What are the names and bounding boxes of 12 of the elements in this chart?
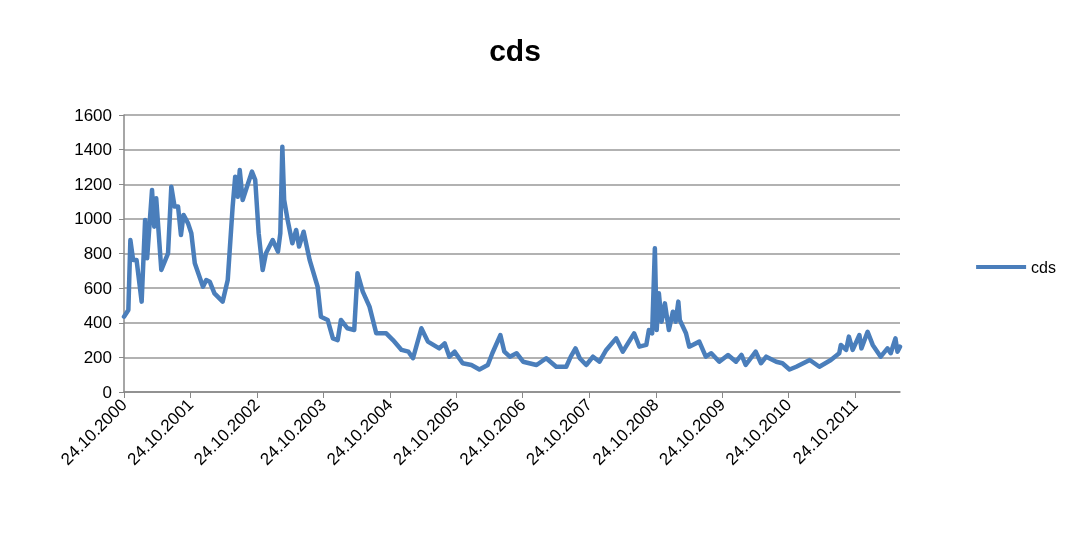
y-tick-label: 600 xyxy=(83,278,112,298)
y-tick-label: 0 xyxy=(102,382,112,402)
y-tick-label: 1600 xyxy=(74,105,112,125)
y-tick-label: 800 xyxy=(83,244,112,263)
y-tick-label: 200 xyxy=(83,347,112,367)
y-tick-label: 400 xyxy=(83,313,112,333)
chart-title: cds xyxy=(489,33,541,67)
y-tick-label: 1000 xyxy=(74,209,112,229)
y-tick-label: 1400 xyxy=(74,140,112,160)
legend-label: cds xyxy=(1031,258,1057,276)
line-series xyxy=(121,144,903,372)
y-tick-label: 1200 xyxy=(74,174,112,194)
